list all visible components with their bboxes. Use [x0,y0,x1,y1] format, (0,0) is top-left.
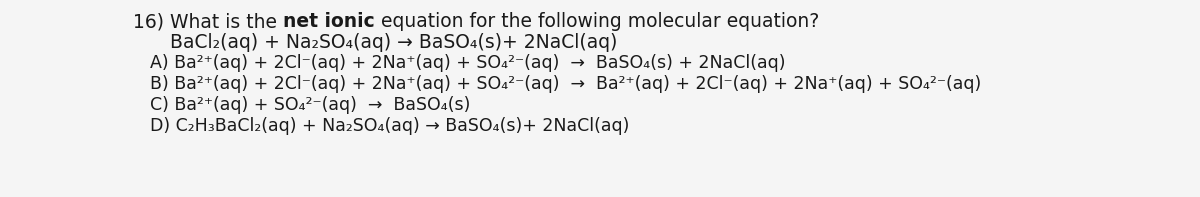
Text: equation for the following molecular equation?: equation for the following molecular equ… [374,12,818,31]
Text: B) Ba²⁺(aq) + 2Cl⁻(aq) + 2Na⁺(aq) + SO₄²⁻(aq)  →  Ba²⁺(aq) + 2Cl⁻(aq) + 2Na⁺(aq): B) Ba²⁺(aq) + 2Cl⁻(aq) + 2Na⁺(aq) + SO₄²… [150,75,982,93]
Text: C) Ba²⁺(aq) + SO₄²⁻(aq)  →  BaSO₄(s): C) Ba²⁺(aq) + SO₄²⁻(aq) → BaSO₄(s) [150,96,470,114]
Text: BaCl₂(aq) + Na₂SO₄(aq) → BaSO₄(s)+ 2NaCl(aq): BaCl₂(aq) + Na₂SO₄(aq) → BaSO₄(s)+ 2NaCl… [170,33,617,52]
Text: net ionic: net ionic [283,12,374,31]
Text: 16) What is the: 16) What is the [133,12,283,31]
Text: A) Ba²⁺(aq) + 2Cl⁻(aq) + 2Na⁺(aq) + SO₄²⁻(aq)  →  BaSO₄(s) + 2NaCl(aq): A) Ba²⁺(aq) + 2Cl⁻(aq) + 2Na⁺(aq) + SO₄²… [150,54,786,72]
Text: D) C₂H₃BaCl₂(aq) + Na₂SO₄(aq) → BaSO₄(s)+ 2NaCl(aq): D) C₂H₃BaCl₂(aq) + Na₂SO₄(aq) → BaSO₄(s)… [150,117,629,135]
